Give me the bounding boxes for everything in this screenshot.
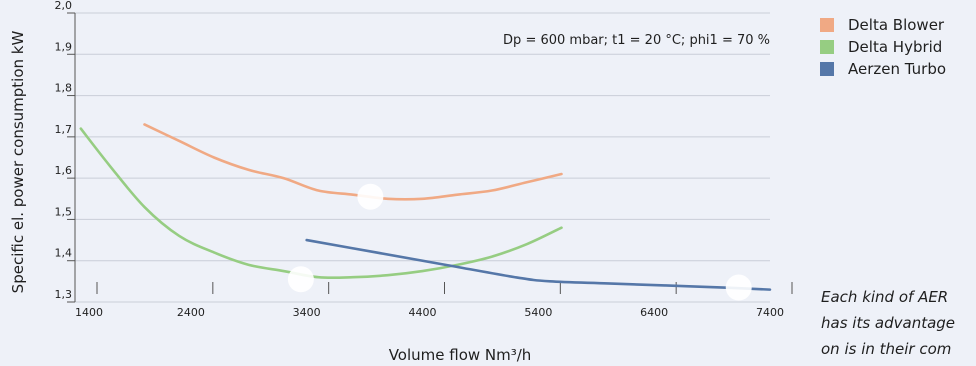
y-tick-label: 1,6 — [55, 164, 73, 177]
x-tick-label: 6400 — [640, 306, 668, 319]
y-tick-label: 1,5 — [55, 205, 73, 218]
y-tick-label: 1,3 — [55, 288, 73, 301]
series-line-aerzen-turbo — [305, 238, 772, 291]
legend-label-delta-hybrid: Delta Hybrid — [848, 38, 943, 56]
side-note-line-2: has its advantage — [821, 314, 956, 332]
x-tick-label: 4400 — [409, 306, 437, 319]
legend: Delta Blower Delta Hybrid Aerzen Turbo — [820, 14, 946, 80]
legend-swatch-aerzen-turbo — [820, 62, 834, 76]
x-tick-label: 7400 — [756, 306, 784, 319]
legend-swatch-delta-hybrid — [820, 40, 834, 54]
y-axis-label: Specific el. power consumption kW — [9, 31, 27, 294]
legend-item-aerzen-turbo: Aerzen Turbo — [820, 58, 946, 80]
series-lines — [79, 123, 772, 291]
chart-annotation: Dp = 600 mbar; t1 = 20 °C; phi1 = 70 % — [503, 33, 770, 48]
highlight-marker-delta-blower — [357, 183, 384, 210]
legend-label-delta-blower: Delta Blower — [848, 16, 945, 34]
grid — [75, 12, 770, 303]
legend-item-delta-blower: Delta Blower — [820, 14, 946, 36]
highlight-marker-delta-hybrid — [287, 266, 314, 293]
legend-item-delta-hybrid: Delta Hybrid — [820, 36, 946, 58]
legend-label-aerzen-turbo: Aerzen Turbo — [848, 60, 947, 78]
highlights — [287, 183, 752, 301]
x-tick-label: 5400 — [524, 306, 552, 319]
series-line-delta-blower — [143, 123, 563, 201]
x-tick-label: 1400 — [75, 306, 103, 319]
axes: 1,3 1,4 1,5 1,6 1,7 1,8 1,9 2,0 1400 2400 3400 4400… — [55, 0, 793, 319]
y-tick-label: 1,9 — [55, 40, 73, 53]
side-note: Each kind of AER has its advantage on is… — [821, 284, 976, 362]
y-tick-label: 1,4 — [55, 247, 73, 260]
y-tick-label: 1,8 — [55, 82, 73, 95]
side-note-line-1: Each kind of AER — [821, 288, 949, 306]
legend-swatch-delta-blower — [820, 18, 834, 32]
side-note-line-3: on is in their com — [821, 340, 952, 358]
highlight-marker-aerzen-turbo — [725, 274, 752, 301]
y-tick-label: 1,7 — [55, 123, 73, 136]
series-line-delta-hybrid — [79, 127, 563, 280]
x-tick-label: 3400 — [293, 306, 321, 319]
x-tick-label: 2400 — [177, 306, 205, 319]
x-axis-label: Volume flow Nm³/h — [389, 346, 532, 364]
y-tick-label: 2,0 — [55, 0, 73, 12]
